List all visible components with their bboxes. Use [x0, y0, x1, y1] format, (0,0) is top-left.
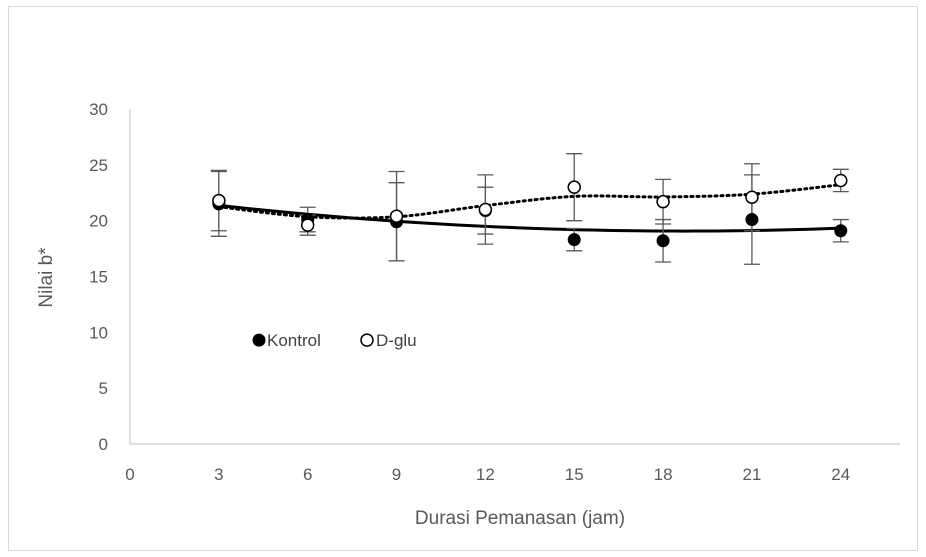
y-tick-label: 0 — [99, 435, 108, 454]
legend-marker-kontrol — [252, 333, 266, 347]
x-tick-label: 12 — [476, 465, 495, 484]
legend-marker-d-glu — [360, 333, 374, 347]
x-tick-label: 3 — [214, 465, 223, 484]
trendlines — [217, 183, 843, 233]
legend-label-d-glu: D-glu — [376, 331, 417, 350]
data-point-d-glu — [656, 194, 670, 209]
data-points — [212, 173, 848, 248]
y-tick-label: 30 — [89, 100, 108, 119]
trendline-kontrol — [218, 203, 841, 233]
x-axis-ticks: 0 3 6 9 12 15 18 21 24 — [125, 465, 850, 484]
x-tick-label: 0 — [125, 465, 134, 484]
y-tick-label: 10 — [89, 323, 108, 342]
legend-label-kontrol: Kontrol — [267, 331, 321, 350]
data-point-kontrol — [567, 233, 581, 247]
y-tick-label: 25 — [89, 156, 108, 175]
trendline-d-glu — [217, 183, 843, 220]
data-point-kontrol — [745, 213, 759, 227]
x-tick-label: 9 — [392, 465, 401, 484]
x-axis-title: Durasi Pemanasan (jam) — [415, 508, 625, 529]
y-tick-label: 20 — [89, 212, 108, 231]
y-axis-title: Nilai b* — [36, 247, 57, 308]
legend: Kontrol D-glu — [252, 331, 417, 350]
x-tick-label: 21 — [742, 465, 761, 484]
y-axis-ticks: 0 5 10 15 20 25 30 — [89, 100, 108, 454]
data-point-d-glu — [834, 173, 848, 188]
data-point-d-glu — [389, 209, 404, 223]
x-tick-label: 24 — [831, 465, 850, 484]
data-point-d-glu — [300, 218, 315, 232]
x-tick-label: 6 — [303, 465, 312, 484]
y-tick-label: 5 — [99, 379, 108, 398]
data-point-d-glu — [745, 190, 759, 204]
chart-border — [8, 6, 918, 551]
x-tick-label: 15 — [565, 465, 584, 484]
data-point-d-glu — [212, 193, 226, 208]
data-point-d-glu — [478, 202, 493, 217]
x-tick-label: 18 — [654, 465, 673, 484]
data-point-d-glu — [567, 180, 581, 194]
data-point-kontrol — [834, 224, 848, 238]
y-tick-label: 15 — [89, 268, 108, 287]
data-point-kontrol — [656, 234, 670, 248]
